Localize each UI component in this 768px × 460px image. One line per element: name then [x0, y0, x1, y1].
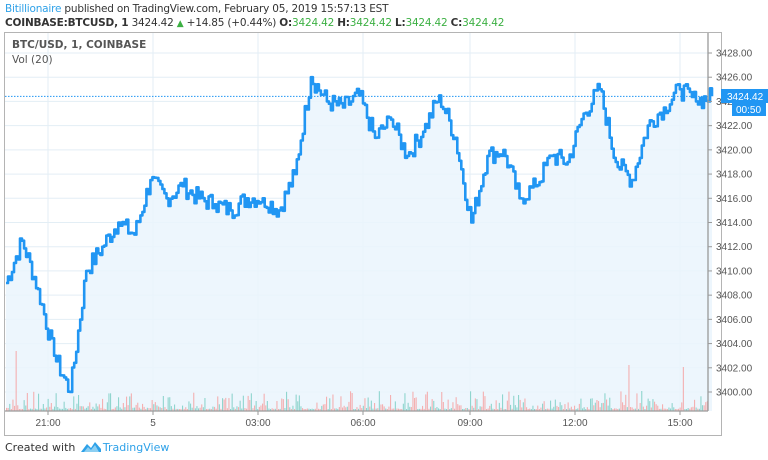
symbol-label: COINBASE:BTCUSD, 1 [5, 17, 129, 29]
last-price-tag: 3424.42 00:50 [721, 89, 768, 116]
author-link[interactable]: Bitillionaire [5, 3, 62, 15]
chart-legend: BTC/USD, 1, COINBASE Vol (20) [12, 38, 146, 68]
up-triangle-icon: ▲ [176, 19, 184, 29]
x-tick-label: 12:00 [562, 418, 587, 429]
published-text: published on TradingView.com, February 0… [61, 3, 389, 15]
y-tick-label: 3408.00 [716, 291, 753, 302]
open-value: 3424.42 [292, 17, 335, 29]
y-tick-label: 3418.00 [716, 170, 753, 181]
x-tick-label: 03:00 [245, 418, 270, 429]
last-price-tag-value: 3424.42 [727, 92, 764, 103]
close-value: 3424.42 [462, 17, 505, 29]
y-tick-label: 3410.00 [716, 266, 753, 277]
x-tick-label: 21:00 [35, 418, 60, 429]
y-tick-label: 3422.00 [716, 121, 753, 132]
price-area-fill [6, 77, 712, 411]
y-tick-label: 3428.00 [716, 49, 753, 60]
created-with-label: Created with [5, 441, 76, 454]
y-tick-label: 3406.00 [716, 315, 753, 326]
low-label: L: [394, 17, 406, 29]
y-tick-label: 3400.00 [716, 388, 753, 399]
y-tick-label: 3420.00 [716, 145, 753, 156]
publish-info: Bitillionaire published on TradingView.c… [5, 3, 389, 15]
x-tick-label: 5 [150, 418, 156, 429]
high-value: 3424.42 [349, 17, 392, 29]
legend-series-title[interactable]: BTC/USD, 1, COINBASE [12, 39, 147, 51]
legend-volume[interactable]: Vol (20) [12, 54, 53, 66]
y-tick-label: 3404.00 [716, 339, 753, 350]
low-value: 3424.42 [405, 17, 448, 29]
open-label: O: [279, 17, 293, 29]
x-axis[interactable]: 21:00 5 03:00 06:00 09:00 12:00 15:00 [35, 411, 693, 429]
tradingview-link[interactable]: TradingView [102, 441, 170, 454]
footer: Created with TradingView [5, 441, 169, 454]
price-change: +14.85 (+0.44%) [186, 17, 277, 29]
x-tick-label: 09:00 [457, 418, 482, 429]
last-price: 3424.42 [131, 17, 174, 29]
tradingview-logo-icon [80, 442, 101, 452]
bar-countdown: 00:50 [736, 105, 761, 116]
close-label: C: [450, 17, 463, 29]
y-tick-label: 3402.00 [716, 363, 753, 374]
high-label: H: [337, 17, 350, 29]
y-tick-label: 3412.00 [716, 242, 753, 253]
y-tick-label: 3426.00 [716, 73, 753, 84]
x-tick-label: 15:00 [667, 418, 692, 429]
symbol-info-bar: COINBASE:BTCUSD, 1 3424.42 ▲ +14.85 (+0.… [5, 17, 504, 29]
y-tick-label: 3416.00 [716, 194, 753, 205]
price-line [6, 75, 714, 394]
x-tick-label: 06:00 [350, 418, 375, 429]
volume-bars [6, 351, 708, 411]
y-tick-label: 3414.00 [716, 218, 753, 229]
